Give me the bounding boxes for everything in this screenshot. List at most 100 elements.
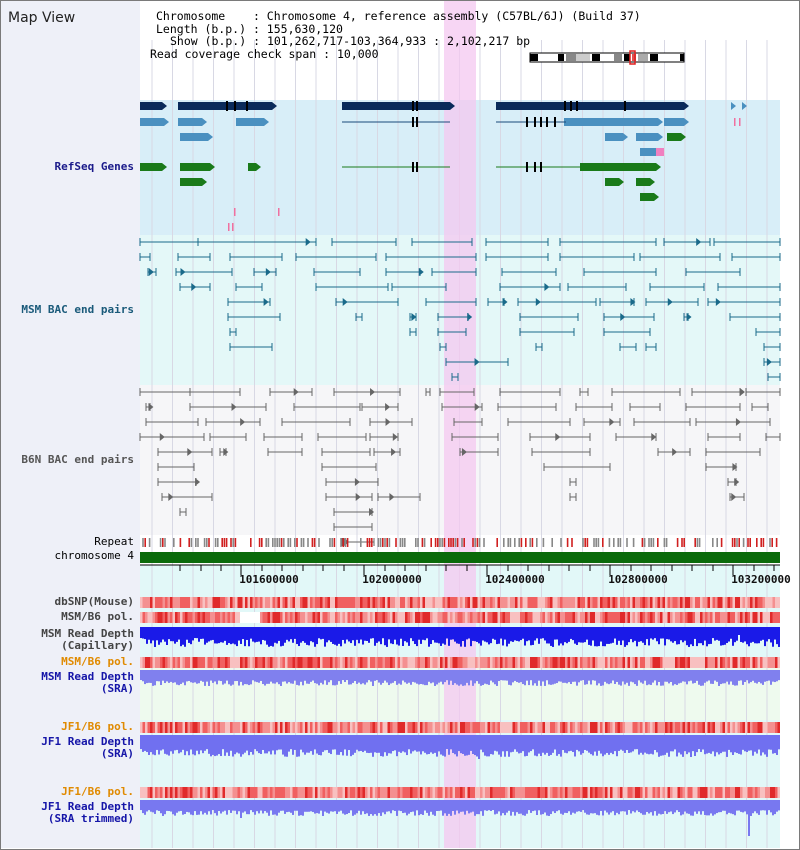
jf1-b6-pol-strip (315, 722, 318, 733)
repeat-mark (476, 538, 479, 547)
jf1-b6-pol-trim-strip (145, 787, 148, 798)
msm-depth-capillary-bar (140, 627, 142, 639)
msm-b6-pol-strip (355, 612, 358, 623)
jf1-depth-trim-bar (728, 800, 730, 813)
msm-b6-pol-strip (577, 612, 580, 623)
jf1-depth-sra-bar (618, 735, 620, 751)
track-label-repeat[interactable]: Repeat (94, 535, 134, 548)
msm-b6-pol-sra-strip (630, 657, 633, 668)
track-label-jf1-b6-pol-2[interactable]: JF1/B6 pol. (61, 785, 134, 798)
msm-depth-sra-bar (354, 670, 356, 682)
jf1-depth-sra-bar (420, 735, 422, 755)
jf1-b6-pol-strip (615, 722, 618, 733)
dbsnp-strip (520, 597, 523, 608)
track-label-msm-depth-capillary[interactable]: MSM Read Depth (Capillary) (41, 627, 134, 652)
dbsnp-strip (142, 597, 145, 608)
jf1-b6-pol-trim-strip (607, 787, 610, 798)
jf1-depth-trim-bar (188, 800, 190, 813)
track-label-refseq[interactable]: RefSeq Genes (54, 160, 134, 173)
jf1-depth-sra-bar (630, 735, 632, 753)
dbsnp-strip (272, 597, 275, 608)
b6n-bac-end-arrow (223, 448, 229, 456)
jf1-depth-trim-bar (580, 800, 582, 812)
jf1-b6-pol-strip (175, 722, 178, 733)
track-label-jf1-depth-trimmed[interactable]: JF1 Read Depth (SRA trimmed) (41, 800, 134, 825)
jf1-b6-pol-trim-strip (602, 787, 605, 798)
msm-depth-capillary-bar (260, 627, 262, 645)
track-label-chromosome[interactable]: chromosome 4 (54, 549, 134, 562)
jf1-b6-pol-strip (497, 722, 500, 733)
msm-b6-pol-strip (552, 612, 555, 623)
dbsnp-strip (665, 597, 668, 608)
dbsnp-strip (425, 597, 428, 608)
msm-b6-pol-strip (197, 612, 200, 623)
repeat-mark (395, 538, 397, 547)
ideogram-band (558, 54, 564, 61)
msm-b6-pol-sra-strip (182, 657, 185, 668)
msm-depth-sra-bar (634, 670, 636, 685)
msm-depth-capillary-bar (206, 627, 208, 643)
track-label-msm-b6-pol-2[interactable]: MSM/B6 pol. (61, 655, 134, 668)
exon-tick (540, 162, 542, 172)
msm-b6-pol-strip (652, 612, 655, 623)
jf1-b6-pol-strip (650, 722, 653, 733)
jf1-b6-pol-trim-strip (247, 787, 250, 798)
jf1-depth-sra-bar (238, 735, 240, 754)
jf1-depth-sra-bar (220, 735, 222, 757)
msm-b6-pol-sra-strip (370, 657, 373, 668)
msm-depth-sra-bar (404, 670, 406, 683)
jf1-b6-pol-trim-strip (245, 787, 248, 798)
track-label-jf1-b6-pol-1[interactable]: JF1/B6 pol. (61, 720, 134, 733)
jf1-b6-pol-trim-strip (745, 787, 748, 798)
jf1-depth-sra-bar (488, 735, 490, 757)
track-label-msm-depth-sra[interactable]: MSM Read Depth (SRA) (41, 670, 134, 695)
track-label-jf1-depth-sra[interactable]: JF1 Read Depth (SRA) (41, 735, 134, 760)
msm-depth-capillary-bar (388, 627, 390, 640)
repeat-mark (663, 538, 666, 547)
jf1-b6-pol-trim-strip (302, 787, 305, 798)
msm-depth-sra-bar (514, 670, 516, 681)
msm-b6-pol-strip (595, 612, 598, 623)
dbsnp-strip (452, 597, 455, 608)
jf1-depth-trim-bar (142, 800, 144, 814)
jf1-depth-trim-bar (596, 800, 598, 815)
jf1-b6-pol-trim-strip (612, 787, 615, 798)
msm-b6-pol-strip (757, 612, 760, 623)
msm-depth-capillary-bar (290, 627, 292, 640)
msm-b6-pol-sra-strip (267, 657, 270, 668)
b6n-bac-end-arrow (734, 478, 740, 486)
msm-b6-pol-sra-strip (735, 657, 738, 668)
msm-depth-capillary-bar (590, 627, 592, 646)
jf1-depth-trim-bar (630, 800, 632, 814)
msm-depth-capillary-bar (222, 627, 224, 643)
msm-depth-capillary-bar (418, 627, 420, 640)
b6n-bac-end-arrow (369, 508, 375, 516)
track-label-b6n-bac[interactable]: B6N BAC end pairs (21, 453, 134, 466)
msm-b6-pol-strip (677, 612, 680, 623)
track-label-msm-b6-pol-1[interactable]: MSM/B6 pol. (61, 610, 134, 623)
msm-depth-capillary-bar (344, 627, 346, 644)
jf1-depth-trim-bar (636, 800, 638, 811)
msm-b6-pol-strip (260, 612, 263, 623)
msm-depth-capillary-bar (598, 627, 600, 647)
msm-b6-pol-strip (225, 612, 228, 623)
chromosome-bar (140, 552, 780, 563)
jf1-b6-pol-strip (685, 722, 688, 733)
msm-depth-sra-bar (256, 670, 258, 683)
repeat-mark (694, 538, 696, 547)
jf1-depth-trim-bar (624, 800, 626, 812)
jf1-b6-pol-trim-strip (332, 787, 335, 798)
jf1-depth-sra-bar (556, 735, 558, 756)
jf1-b6-pol-strip (152, 722, 155, 733)
track-label-msm-bac[interactable]: MSM BAC end pairs (21, 303, 134, 316)
jf1-depth-sra-bar (778, 735, 780, 750)
msm-depth-sra-bar (464, 670, 466, 686)
msm-b6-pol-strip (492, 612, 495, 623)
jf1-depth-trim-bar (608, 800, 610, 815)
jf1-depth-sra-bar (686, 735, 688, 755)
jf1-depth-sra-bar (180, 735, 182, 753)
jf1-depth-sra-bar (748, 735, 750, 751)
dbsnp-strip (150, 597, 153, 608)
track-label-dbsnp[interactable]: dbSNP(Mouse) (54, 595, 134, 608)
